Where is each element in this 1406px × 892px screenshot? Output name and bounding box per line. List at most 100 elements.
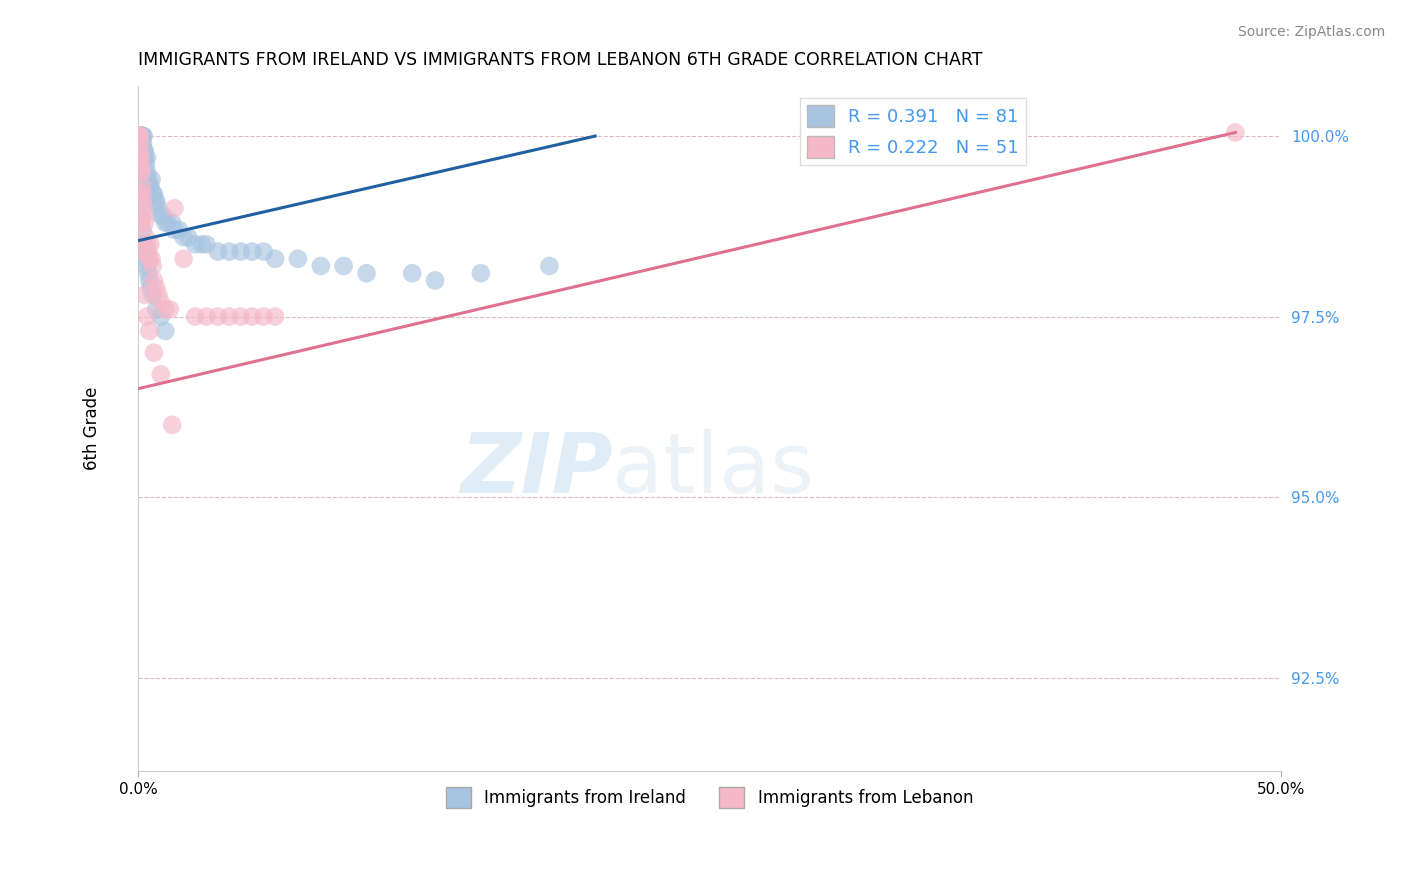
Point: [229, 244, 252, 259]
Point: [134, 209, 156, 223]
Point: [131, 244, 153, 259]
Point: [138, 324, 160, 338]
Point: [136, 172, 159, 186]
Legend: Immigrants from Ireland, Immigrants from Lebanon: Immigrants from Ireland, Immigrants from…: [439, 780, 980, 814]
Point: [218, 310, 240, 324]
Point: [131, 129, 153, 144]
Point: [131, 129, 153, 144]
Point: [139, 237, 162, 252]
Point: [149, 295, 172, 310]
Point: [132, 129, 155, 144]
Point: [356, 266, 378, 280]
Point: [136, 165, 159, 179]
Point: [139, 179, 162, 194]
Point: [159, 302, 181, 317]
Point: [142, 186, 165, 201]
Point: [470, 266, 492, 280]
Point: [538, 259, 561, 273]
Point: [128, 129, 150, 144]
Point: [145, 194, 167, 208]
Point: [148, 288, 170, 302]
Text: 6th Grade: 6th Grade: [83, 387, 101, 470]
Point: [131, 129, 153, 144]
Point: [240, 310, 263, 324]
Point: [141, 172, 163, 186]
Point: [287, 252, 309, 266]
Point: [145, 302, 167, 317]
Point: [229, 310, 252, 324]
Point: [149, 368, 172, 382]
Point: [128, 129, 150, 144]
Point: [401, 266, 423, 280]
Point: [134, 151, 156, 165]
Point: [136, 244, 159, 259]
Text: IMMIGRANTS FROM IRELAND VS IMMIGRANTS FROM LEBANON 6TH GRADE CORRELATION CHART: IMMIGRANTS FROM IRELAND VS IMMIGRANTS FR…: [138, 51, 983, 69]
Point: [160, 216, 183, 230]
Point: [129, 136, 152, 151]
Point: [129, 129, 152, 144]
Point: [135, 158, 157, 172]
Point: [132, 201, 155, 215]
Point: [129, 129, 152, 144]
Point: [264, 252, 287, 266]
Text: Source: ZipAtlas.com: Source: ZipAtlas.com: [1237, 25, 1385, 39]
Point: [129, 144, 152, 158]
Point: [129, 129, 152, 144]
Point: [143, 194, 166, 208]
Point: [129, 129, 152, 144]
Point: [177, 230, 200, 244]
Point: [309, 259, 332, 273]
Point: [135, 230, 157, 244]
Point: [264, 310, 287, 324]
Point: [1225, 125, 1247, 139]
Point: [129, 129, 152, 144]
Point: [134, 151, 156, 165]
Point: [129, 129, 152, 144]
Point: [195, 237, 218, 252]
Point: [128, 129, 150, 144]
Point: [142, 186, 165, 201]
Point: [152, 209, 174, 223]
Point: [134, 144, 156, 158]
Point: [135, 252, 157, 266]
Point: [173, 230, 195, 244]
Point: [131, 223, 153, 237]
Point: [131, 165, 153, 179]
Point: [138, 252, 160, 266]
Point: [131, 165, 153, 179]
Point: [128, 129, 150, 144]
Point: [218, 244, 240, 259]
Point: [332, 259, 354, 273]
Point: [132, 136, 155, 151]
Point: [145, 280, 167, 294]
Point: [149, 209, 172, 223]
Point: [148, 201, 170, 215]
Point: [131, 186, 153, 201]
Point: [128, 129, 150, 144]
Point: [136, 259, 159, 273]
Point: [129, 151, 152, 165]
Point: [136, 310, 159, 324]
Point: [423, 273, 446, 287]
Point: [163, 201, 186, 215]
Point: [167, 223, 190, 237]
Point: [129, 158, 152, 172]
Point: [195, 310, 218, 324]
Point: [132, 144, 155, 158]
Point: [138, 273, 160, 287]
Point: [142, 259, 165, 273]
Point: [131, 216, 153, 230]
Point: [134, 244, 156, 259]
Point: [173, 252, 195, 266]
Text: ZIP: ZIP: [460, 429, 613, 510]
Point: [149, 310, 172, 324]
Point: [131, 129, 153, 144]
Point: [136, 237, 159, 252]
Point: [129, 129, 152, 144]
Point: [128, 129, 150, 144]
Point: [207, 244, 229, 259]
Point: [240, 244, 263, 259]
Point: [138, 179, 160, 194]
Point: [136, 151, 159, 165]
Point: [128, 129, 150, 144]
